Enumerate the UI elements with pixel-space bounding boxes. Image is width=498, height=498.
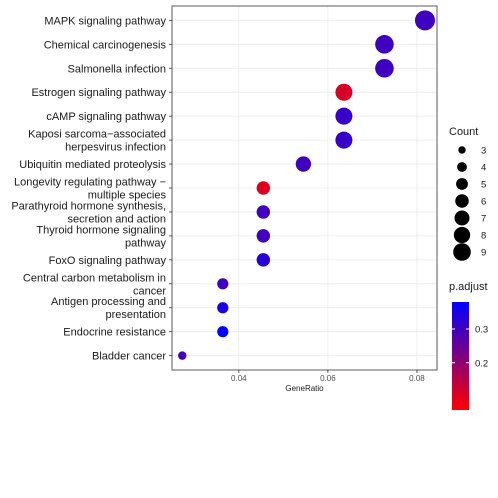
data-point: [217, 326, 229, 338]
data-point: [256, 205, 271, 219]
count-legend-key: [458, 146, 466, 154]
data-point: [375, 35, 394, 54]
count-legend: Count 3 4 5 6 7 8 9: [449, 126, 486, 261]
count-legend-label: 6: [481, 197, 486, 208]
count-legend-label: 7: [481, 214, 486, 225]
data-point: [217, 278, 229, 290]
category-label: Bladder cancer: [92, 351, 166, 363]
data-point: [256, 253, 271, 267]
count-legend-key: [455, 194, 469, 208]
data-point: [178, 351, 187, 360]
category-label: Estrogen signaling pathway: [31, 87, 166, 99]
category-label: Ubiquitin mediated proteolysis: [19, 159, 166, 171]
data-point: [256, 181, 271, 195]
data-point: [335, 83, 353, 101]
category-label: Central carbon metabolism in cancer: [23, 272, 166, 297]
data-point: [295, 156, 312, 172]
data-point: [256, 229, 271, 243]
count-legend-label: 4: [481, 163, 486, 174]
category-label: Salmonella infection: [68, 63, 166, 75]
category-label: cAMP signaling pathway: [46, 111, 166, 123]
count-legend-key: [453, 226, 471, 244]
category-label: Endocrine resistance: [63, 327, 166, 339]
count-legend-label: 5: [481, 180, 486, 191]
count-legend-label: 3: [481, 146, 486, 157]
x-tick-label: 0.08: [409, 374, 425, 383]
count-legend-key: [457, 162, 467, 172]
colorbar-tick-label: 0.2: [475, 358, 488, 369]
count-legend-title: Count: [449, 126, 478, 138]
x-axis-title: GeneRatio: [285, 384, 324, 393]
data-point: [375, 58, 394, 78]
category-label: Kaposi sarcoma−associated herpesvirus inf…: [28, 129, 166, 154]
data-point: [335, 131, 353, 149]
category-label: MAPK signaling pathway: [44, 15, 166, 27]
category-label: Antigen processing and presentation: [51, 296, 166, 321]
category-label: Thyroid hormone signaling pathway: [36, 224, 166, 249]
data-point: [217, 302, 229, 314]
count-legend-label: 9: [481, 248, 486, 259]
count-legend-key: [453, 243, 471, 261]
count-legend-key: [456, 178, 468, 190]
category-label: Chemical carcinogenesis: [44, 39, 167, 51]
p-adjust-legend: p.adjust 0.2 0.3: [449, 281, 488, 410]
category-labels: MAPK signaling pathway Chemical carcinoge…: [11, 15, 172, 363]
count-legend-label: 8: [481, 231, 486, 242]
count-legend-key: [454, 210, 470, 226]
category-label: Longevity regulating pathway − multiple s…: [14, 177, 166, 202]
category-label: FoxO signaling pathway: [49, 255, 167, 267]
p-adjust-legend-title: p.adjust: [449, 281, 488, 293]
grid-lines: [172, 6, 437, 370]
category-label: Parathyroid hormone synthesis, secretion …: [11, 200, 166, 225]
x-tick-label: 0.06: [320, 374, 336, 383]
colorbar-tick-label: 0.3: [475, 325, 488, 336]
data-points: [178, 10, 435, 360]
p-adjust-colorbar: [452, 302, 469, 410]
x-tick-label: 0.04: [231, 374, 247, 383]
data-point: [335, 107, 353, 125]
data-point: [414, 10, 435, 31]
x-axis-ticks: 0.04 0.06 0.08: [231, 370, 425, 383]
